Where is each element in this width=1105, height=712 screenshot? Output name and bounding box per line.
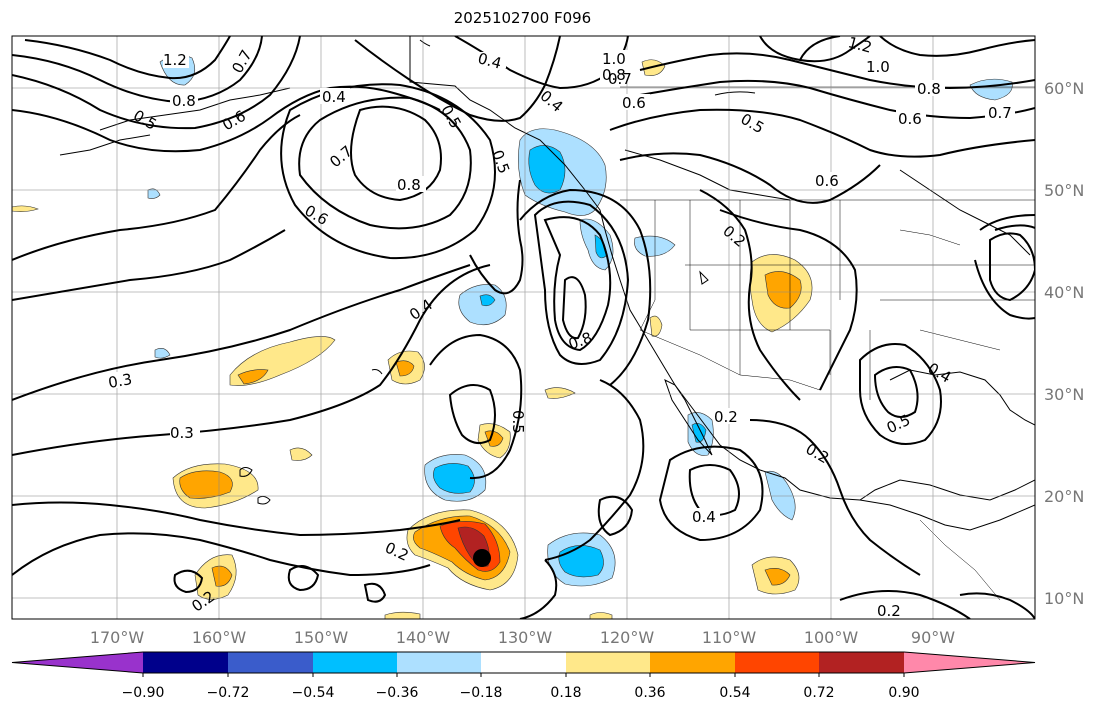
- contour-label: 0.3: [107, 370, 134, 392]
- map-title: 2025102700 F096: [453, 9, 592, 27]
- colorbar-ticks: −0.90 −0.72 −0.54 −0.36 −0.18 0.18 0.36 …: [122, 685, 920, 701]
- coastlines: [59, 36, 1035, 531]
- longitude-axis: 170°W 160°W 150°W 140°W 130°W 120°W 110°…: [90, 628, 955, 647]
- colorbar-segment: [143, 652, 228, 673]
- contour-label: 1.2: [846, 33, 874, 57]
- colorbar-segment: [650, 652, 735, 673]
- map-panel: [12, 36, 1035, 619]
- colorbar-segment: [481, 652, 566, 673]
- colorbar-extend-low: [12, 652, 143, 673]
- colorbar-segment: [566, 652, 650, 673]
- latitude-axis: 60°N 50°N 40°N 30°N 20°N 10°N: [1044, 79, 1084, 608]
- colorbar-segment: [228, 652, 313, 673]
- contour-label: 0.8: [397, 176, 421, 194]
- contour-label: 0.2: [714, 408, 738, 426]
- colorbar-segment: [397, 652, 481, 673]
- colorbar-tick-label: −0.18: [460, 685, 503, 701]
- contour-label: 1.0: [602, 50, 626, 68]
- map-frame: [11, 35, 1036, 620]
- lon-label: 120°W: [600, 628, 655, 647]
- contour-label: 0.4: [322, 88, 346, 106]
- storm-center-marker: [473, 549, 491, 567]
- lon-label: 140°W: [396, 628, 451, 647]
- contour-label: 1.0: [866, 58, 890, 76]
- contour-label: 1.2: [163, 51, 187, 69]
- colorbar-tick-label: 0.54: [719, 685, 750, 701]
- colorbar-tick-label: 0.18: [550, 685, 581, 701]
- lon-label: 90°W: [911, 628, 955, 647]
- contour-label: 0.7: [988, 104, 1012, 122]
- colorbar-segment: [819, 652, 904, 673]
- contour-label: 0.8: [172, 92, 196, 110]
- lat-label: 10°N: [1044, 589, 1084, 608]
- contour-label: 0.2: [877, 602, 901, 620]
- contour-label: 0.3: [170, 424, 194, 442]
- graticule: [12, 36, 1035, 619]
- contour-label: 0.4: [476, 49, 504, 73]
- contour-label: 0.8: [917, 80, 941, 98]
- colorbar-extend-high: [904, 652, 1035, 673]
- colorbar-tick-label: −0.36: [376, 685, 419, 701]
- contour-label: 0.4: [692, 508, 716, 526]
- contour-label: 0.8: [602, 66, 626, 84]
- lat-label: 60°N: [1044, 79, 1084, 98]
- colorbar-tick-label: 0.90: [888, 685, 919, 701]
- colorbar-tick-label: 0.72: [803, 685, 834, 701]
- lon-label: 130°W: [498, 628, 553, 647]
- contour-label: 0.7: [608, 70, 632, 88]
- contour-lines: [12, 36, 1035, 619]
- colorbar-tick-label: −0.90: [122, 685, 165, 701]
- colorbar-segment: [313, 652, 397, 673]
- colorbar-tick-label: −0.72: [207, 685, 250, 701]
- lon-label: 160°W: [192, 628, 247, 647]
- contour-label: 0.5: [509, 410, 527, 434]
- lon-label: 170°W: [90, 628, 145, 647]
- colorbar: [11, 651, 1036, 677]
- contour-label: 0.6: [898, 110, 922, 128]
- lon-label: 150°W: [294, 628, 349, 647]
- lat-label: 40°N: [1044, 283, 1084, 302]
- lat-label: 50°N: [1044, 181, 1084, 200]
- contour-label: 0.6: [815, 172, 839, 190]
- colorbar-tick-label: 0.36: [634, 685, 665, 701]
- colorbar-tick-label: −0.54: [292, 685, 335, 701]
- contour-label: 0.6: [622, 94, 646, 112]
- lat-label: 30°N: [1044, 385, 1084, 404]
- lat-label: 20°N: [1044, 487, 1084, 506]
- colorbar-segment: [735, 652, 819, 673]
- shaded-fields: [12, 54, 1013, 619]
- lon-label: 100°W: [804, 628, 859, 647]
- lon-label: 110°W: [702, 628, 757, 647]
